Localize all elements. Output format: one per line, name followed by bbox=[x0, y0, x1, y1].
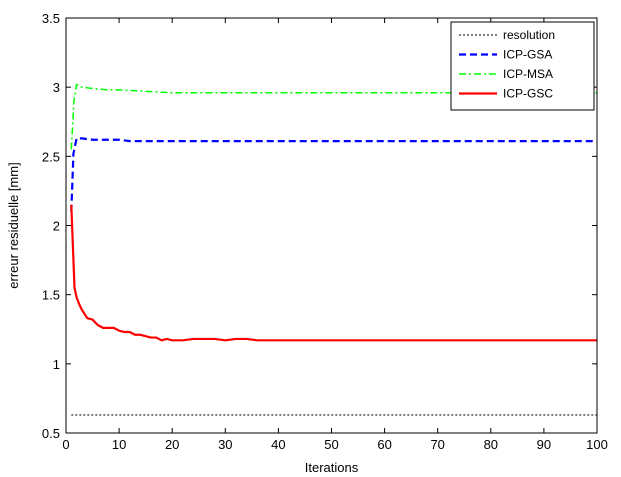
x-tick-label: 50 bbox=[324, 437, 338, 452]
series-layer bbox=[70, 83, 597, 416]
series-line-icp-msa bbox=[70, 83, 597, 150]
y-tick-label: 0.5 bbox=[42, 426, 60, 441]
legend-label: ICP-GSC bbox=[503, 87, 553, 101]
y-tick-label: 3.5 bbox=[42, 11, 60, 26]
y-tick-label: 1 bbox=[53, 357, 60, 372]
x-tick-label: 90 bbox=[537, 437, 551, 452]
x-tick-label: 20 bbox=[165, 437, 179, 452]
legend-label: resolution bbox=[503, 28, 555, 42]
tick-layer: 0 10 20 30 40 50 60 70 80 90 100 0.5 1 1.5 2 2.5 3 3.5 bbox=[42, 11, 608, 452]
legend: resolution ICP-GSA ICP-MSA ICP-GSC bbox=[450, 21, 595, 111]
series-line-icp-gsa bbox=[70, 137, 597, 212]
x-tick-label: 80 bbox=[484, 437, 498, 452]
y-tick-label: 1.5 bbox=[42, 288, 60, 303]
y-tick-label: 2.5 bbox=[42, 149, 60, 164]
legend-label: ICP-MSA bbox=[503, 67, 553, 81]
y-tick-label: 2 bbox=[53, 219, 60, 234]
legend-box bbox=[450, 21, 595, 111]
y-tick-label: 3 bbox=[53, 80, 60, 95]
series-line-icp-gsc bbox=[70, 204, 597, 342]
x-tick-label: 100 bbox=[586, 437, 608, 452]
x-axis-label: Iterations bbox=[305, 460, 359, 475]
x-tick-label: 70 bbox=[430, 437, 444, 452]
y-axis-label: erreur residuelle [mm] bbox=[6, 162, 21, 288]
x-tick-label: 0 bbox=[62, 437, 69, 452]
x-tick-label: 60 bbox=[377, 437, 391, 452]
x-tick-label: 40 bbox=[271, 437, 285, 452]
legend-label: ICP-GSA bbox=[503, 48, 552, 62]
x-tick-label: 10 bbox=[112, 437, 126, 452]
x-tick-label: 30 bbox=[218, 437, 232, 452]
